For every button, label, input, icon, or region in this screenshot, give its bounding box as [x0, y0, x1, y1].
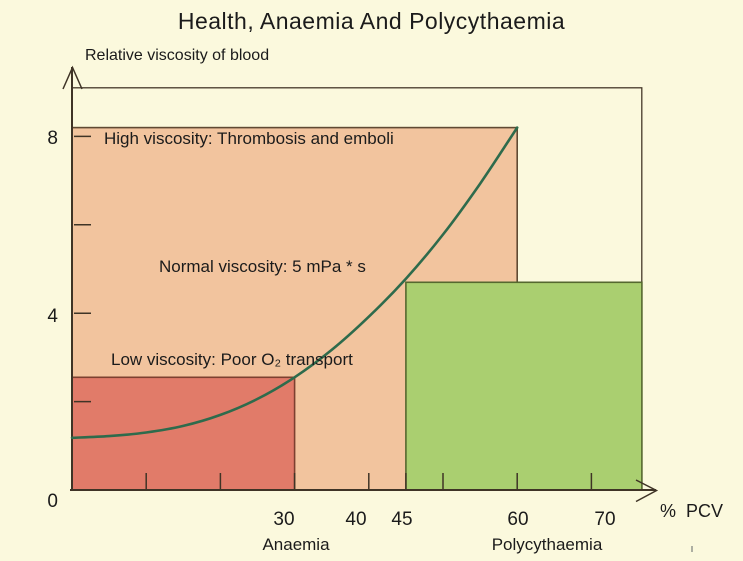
y-tick-label-8: 8 — [47, 128, 58, 149]
viscosity-curve — [70, 126, 519, 440]
high-viscosity-label: High viscosity: Thrombosis and emboli — [104, 129, 394, 148]
anaemia-band-label: Anaemia — [262, 535, 330, 554]
x-tick-label-30: 30 — [273, 509, 295, 530]
zones — [71, 126, 643, 491]
low-viscosity-zone — [71, 376, 296, 491]
x-tick-label-40: 40 — [345, 509, 367, 530]
x-tick-label-45: 45 — [391, 509, 413, 530]
page-title: Health, Anaemia And Polycythaemia — [177, 8, 566, 34]
stray-mark — [691, 546, 693, 552]
x-tick-label-60: 60 — [507, 509, 529, 530]
polycythaemia-zone — [405, 281, 643, 491]
y-axis-arrow-icon — [62, 65, 83, 90]
low-viscosity-label: Low viscosity: Poor O₂ transport — [111, 350, 353, 369]
y-tick-label-4: 4 — [47, 306, 58, 327]
y-axis-title: Relative viscosity of blood — [85, 47, 270, 64]
normal-viscosity-label: Normal viscosity: 5 mPa * s — [159, 257, 366, 276]
polycythaemia-band-label: Polycythaemia — [491, 535, 603, 554]
x-tick-label-70: 70 — [594, 509, 616, 530]
y-tick-label-0: 0 — [47, 491, 58, 512]
x-axis-unit-label: % PCV — [660, 501, 724, 521]
x-axis-arrow-icon — [635, 479, 659, 503]
tick-marks — [74, 135, 593, 489]
